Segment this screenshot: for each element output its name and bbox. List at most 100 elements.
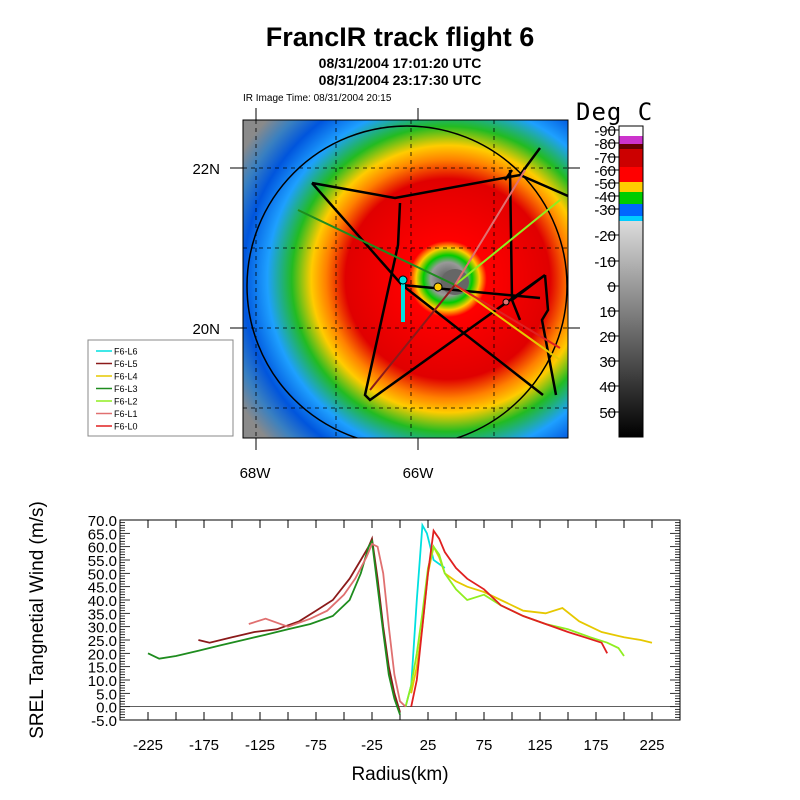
- x-tick-label: -75: [305, 737, 327, 754]
- leg-l3-line: [297, 209, 456, 286]
- colorbar-label: -30: [594, 202, 616, 219]
- x-tick-label: -225: [133, 737, 163, 754]
- y-tick-label: 40.0: [88, 593, 117, 610]
- colorbar-label: -70: [594, 150, 616, 167]
- leg-l0-line: [454, 284, 561, 349]
- colorbar-label: 0: [608, 279, 616, 296]
- colorbar-labels: -90-80-70-60-50-40-30 -20 -10 0 10 20 30 40 50: [594, 123, 619, 422]
- colorbar-grey-ramp: [619, 221, 643, 437]
- colorbar-label: -50: [594, 176, 616, 193]
- x-tick-label: -25: [361, 737, 383, 754]
- ir-map: 22N 20N 68W 66W: [192, 108, 580, 482]
- x-tick-label: -175: [189, 737, 219, 754]
- radius-circle: [246, 125, 568, 438]
- colorbar-label: -90: [594, 123, 616, 140]
- y-tick-label: 25.0: [88, 633, 117, 650]
- series-line-f6-l3: [147, 538, 401, 715]
- y-axis-label: SREL Tangnetial Wind (m/s): [27, 501, 48, 739]
- colorbar-label: 10: [599, 304, 616, 321]
- y-tick-labels: 70.065.060.055.050.045.040.035.030.025.0…: [88, 513, 117, 730]
- x-axis-label: Radius(km): [351, 764, 448, 785]
- legend-label: F6-L4: [114, 372, 138, 382]
- legend-label: F6-L1: [114, 409, 138, 419]
- lon-label-68w: 68W: [240, 465, 272, 482]
- colorbar-label: 50: [599, 405, 616, 422]
- series-lines: [147, 522, 653, 715]
- colorbar-title: Deg C: [576, 98, 654, 126]
- legend-label: F6-L3: [114, 384, 138, 394]
- series-line-f6-l2: [404, 544, 625, 707]
- colorbar-swatch: [619, 167, 643, 182]
- flight-start-time: 08/31/2004 17:01:20 UTC: [318, 55, 482, 71]
- leg-l2-line: [454, 199, 561, 286]
- leg-l1-line: [454, 169, 526, 286]
- colorbar-label: 20: [599, 329, 616, 346]
- legend-label: F6-L2: [114, 397, 138, 407]
- ir-image-time: IR Image Time: 08/31/2004 20:15: [243, 93, 392, 104]
- y-tick-label: 15.0: [88, 660, 117, 677]
- leg-l5-line: [369, 284, 456, 391]
- series-line-f6-l5: [198, 535, 401, 713]
- map-frame: [242, 119, 569, 439]
- colorbar-label: -80: [594, 136, 616, 153]
- colorbar-swatch: [619, 149, 643, 167]
- x-tick-labels: -225 -175 -125 -75 -25 25 75 125 175 225: [133, 737, 665, 754]
- colorbar-swatch: [619, 204, 643, 216]
- x-tick-label: -125: [245, 737, 275, 754]
- colorbar-label: -10: [594, 254, 616, 271]
- legend-label: F6-L6: [114, 347, 138, 357]
- colorbar: -90-80-70-60-50-40-30 -20 -10 0 10 20 30 40 50: [594, 123, 644, 438]
- legend: F6-L6 F6-L5 F6-L4 F6-L3 F6-L2 F6-L1 F6-L0: [87, 339, 234, 437]
- y-tick-label: 70.0: [88, 513, 117, 530]
- leg-l4-line: [454, 284, 561, 361]
- x-tick-label: 175: [583, 737, 608, 754]
- colorbar-swatch: [619, 182, 643, 192]
- colorbar-label: -40: [594, 189, 616, 206]
- colorbar-label: 30: [599, 354, 616, 371]
- colorbar-label: 40: [599, 379, 616, 396]
- plot-frame: [119, 519, 681, 721]
- map-ticks: [230, 108, 580, 450]
- y-tick-label: 60.0: [88, 540, 117, 557]
- axis-ticks: [119, 519, 681, 721]
- lat-label-22n: 22N: [192, 161, 220, 178]
- colorbar-label: -60: [594, 163, 616, 180]
- series-line-f6-l4: [410, 544, 653, 694]
- map-grid: [243, 120, 568, 438]
- y-tick-label: 50.0: [88, 566, 117, 583]
- leg-l6-marker: [398, 275, 408, 285]
- colorbar-swatch: [619, 136, 643, 144]
- colorbar-label: -20: [594, 228, 616, 245]
- y-tick-label: 65.0: [88, 526, 117, 543]
- colorbar-swatch: [619, 144, 643, 149]
- y-tick-label: 10.0: [88, 673, 117, 690]
- x-tick-label: 75: [476, 737, 493, 754]
- y-tick-label: 0.0: [96, 700, 117, 717]
- lat-label-20n: 20N: [192, 321, 220, 338]
- colorbar-swatch: [619, 126, 643, 136]
- center-marker: [433, 282, 443, 292]
- legend-label: F6-L0: [114, 422, 138, 432]
- series-line-f6-l1: [248, 542, 407, 708]
- y-tick-label: 55.0: [88, 553, 117, 570]
- colorbar-frame: [618, 125, 644, 438]
- legend-label: F6-L5: [114, 359, 138, 369]
- chart-title: FrancIR track flight 6: [265, 22, 535, 52]
- x-tick-label: 125: [527, 737, 552, 754]
- y-tick-label: -5.0: [91, 713, 117, 730]
- series-line-f6-l0: [410, 528, 608, 707]
- y-tick-label: 30.0: [88, 620, 117, 637]
- x-tick-label: 225: [639, 737, 664, 754]
- legend-box: [87, 339, 234, 437]
- y-tick-label: 20.0: [88, 646, 117, 663]
- leg-l1-marker: [502, 298, 510, 306]
- wind-chart: -225 -175 -125 -75 -25 25 75 125 175 225 70.065.0…: [27, 501, 681, 785]
- flight-end-time: 08/31/2004 23:17:30 UTC: [318, 72, 482, 88]
- colorbar-swatches: [619, 126, 643, 226]
- colorbar-swatch: [619, 192, 643, 204]
- lon-label-66w: 66W: [403, 465, 435, 482]
- x-tick-label: 25: [420, 737, 437, 754]
- y-tick-label: 5.0: [96, 686, 117, 703]
- y-tick-label: 45.0: [88, 580, 117, 597]
